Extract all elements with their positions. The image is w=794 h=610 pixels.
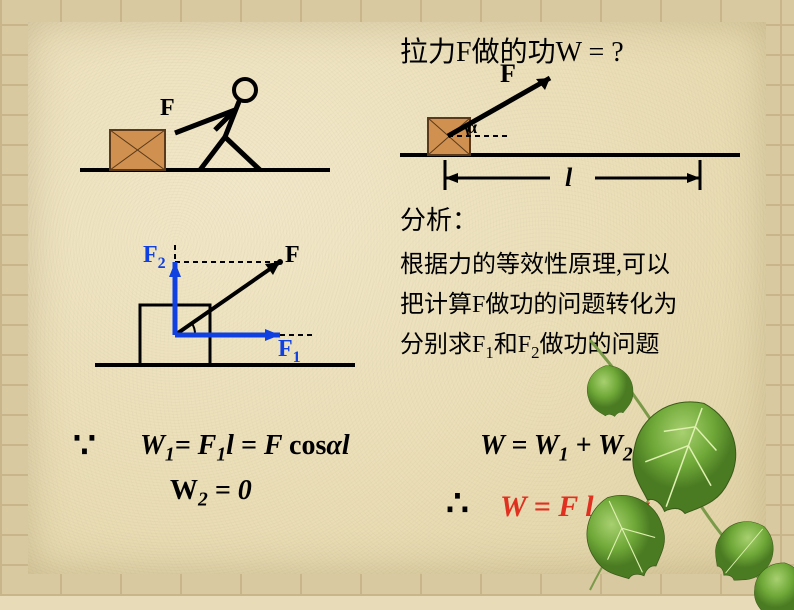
therefore-symbol: ∴ [446, 482, 469, 524]
label-alpha: α [467, 117, 477, 137]
diagram-push: F [80, 75, 330, 185]
analysis-l1: 根据力的等效性原理,可以 [400, 244, 670, 279]
eq-sum: W = W1 + W2 [480, 430, 633, 467]
label-F-decomp: F [285, 242, 300, 268]
eq-w2: W2 = 0 [170, 475, 252, 512]
analysis-l2: 把计算F做功的问题转化为 [400, 284, 677, 319]
label-F2: F2 [143, 242, 166, 272]
page-surface: 拉力F做的功W = ? F α F [28, 22, 766, 574]
analysis-label: 分析： [400, 200, 478, 237]
label-F-right: F [500, 60, 516, 88]
eq-final: W = F l cosα [500, 490, 650, 524]
label-l: l [565, 163, 573, 192]
eq-w1: W1= F1l = F cosαl [140, 430, 350, 467]
label-F1: F1 [278, 336, 301, 366]
diagram-decomposition: F F1 F2 [95, 230, 355, 380]
because-symbol: ∵ [73, 424, 96, 466]
analysis-l3a: 分别求F1和F2做功的问题 [400, 324, 660, 363]
label-F-left: F [160, 95, 175, 121]
diagram-angled-force: α F l [400, 60, 740, 200]
